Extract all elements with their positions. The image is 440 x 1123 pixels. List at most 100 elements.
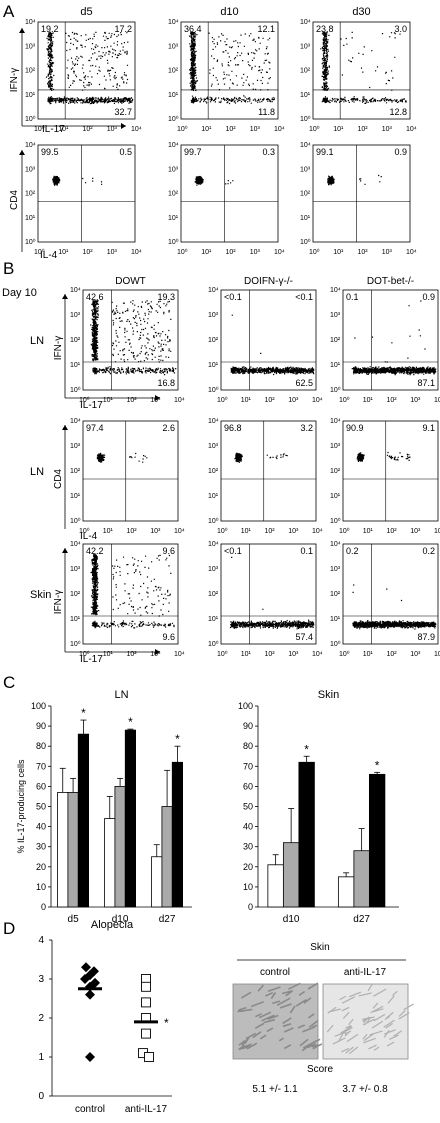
x-tick-label: 10¹ — [103, 528, 114, 535]
arrow-head — [19, 28, 25, 33]
x-tick-label: 10⁰ — [79, 650, 90, 658]
category-label: d5 — [68, 914, 80, 925]
flow-plot — [312, 144, 411, 243]
x-tick-label: 10¹ — [103, 397, 114, 404]
plot-frame — [220, 543, 317, 645]
x-tick-label: 10⁴ — [312, 651, 323, 658]
chart-title: LN — [114, 689, 128, 701]
score-label: Score — [307, 1064, 334, 1075]
quadrant-label: <0.1 — [224, 546, 242, 556]
quadrant-label: <0.1 — [224, 292, 242, 302]
y-tick-label: 10¹ — [330, 616, 341, 623]
data-point — [141, 981, 151, 992]
y-tick-label: 10² — [25, 68, 36, 75]
y-tick-label: 100 — [238, 701, 253, 711]
y-tick-label: 20 — [243, 862, 253, 872]
hair-texture — [237, 982, 323, 1052]
x-tick-label: 10² — [387, 397, 398, 404]
y-tick-label: 10¹ — [70, 616, 81, 623]
bar — [57, 792, 69, 908]
plot-frame — [342, 289, 439, 391]
x-tick-label: 10² — [265, 397, 276, 404]
y-axis-label: % IL-17-producing cells — [16, 759, 26, 854]
y-tick-label: 10⁰ — [208, 640, 219, 648]
category-label: anti-IL-17 — [125, 1104, 168, 1115]
y-tick-label: 10⁰ — [70, 640, 81, 648]
quadrant-label: 87.9 — [417, 632, 435, 642]
quadrant-label: 3.0 — [394, 24, 407, 34]
x-tick-label: 10³ — [382, 249, 393, 256]
scatter-chart — [49, 939, 172, 1097]
x-tick-label: 10⁴ — [312, 397, 323, 404]
y-tick-label: 10 — [243, 882, 253, 892]
plot-frame — [82, 420, 179, 522]
quadrant-label: 99.7 — [184, 147, 202, 157]
significance-star: * — [81, 706, 86, 720]
bar — [77, 733, 90, 908]
quadrant-label: 19.3 — [157, 292, 175, 302]
y-tick-label: 90 — [243, 721, 253, 731]
x-tick-label: 10⁴ — [274, 249, 285, 256]
flow-events — [189, 31, 275, 105]
x-tick-label: 10¹ — [58, 249, 69, 256]
y-tick-label: 60 — [36, 781, 46, 791]
y-tick-label: 10⁰ — [25, 115, 36, 123]
y-tick-label: 10² — [70, 337, 81, 344]
skin-photo — [322, 983, 414, 1060]
y-tick-label: 10³ — [330, 566, 341, 573]
skin-photo — [232, 982, 323, 1060]
x-tick-label: 10³ — [250, 126, 261, 133]
significance-star: * — [304, 742, 309, 756]
x-tick-label: 10⁴ — [131, 126, 142, 133]
quadrant-label: 12.1 — [257, 24, 275, 34]
quadrant-label: 0.1 — [346, 292, 359, 302]
flow-events — [90, 300, 177, 376]
x-tick-label: 10² — [127, 651, 138, 658]
y-tick-label: 10⁰ — [300, 238, 311, 246]
quadrant-label: <0.1 — [295, 292, 313, 302]
x-tick-label: 10⁰ — [339, 650, 350, 658]
significance-star: * — [375, 758, 380, 772]
arrow-head — [121, 123, 126, 129]
x-tick-label: 10¹ — [363, 528, 374, 535]
y-tick-label: 1 — [38, 1052, 44, 1063]
flow-events — [320, 31, 407, 104]
y-tick-label: 10⁰ — [330, 386, 341, 394]
plot-frame — [180, 21, 279, 120]
x-tick-label: 10² — [265, 528, 276, 535]
quadrant-label: 3.2 — [300, 423, 313, 433]
y-tick-label: 10⁰ — [330, 640, 341, 648]
quadrant-label: 16.8 — [157, 378, 175, 388]
x-tick-label: 10² — [265, 651, 276, 658]
quadrant-label: 19.2 — [41, 24, 59, 34]
y-tick-label: 10² — [208, 337, 219, 344]
x-tick-label: 10³ — [410, 528, 421, 535]
y-axis-label: CD4 — [9, 190, 20, 210]
y-tick-label: 10⁴ — [300, 142, 311, 149]
column-label: d10 — [220, 6, 238, 18]
y-tick-label: 10³ — [208, 566, 219, 573]
x-tick-label: 10² — [387, 528, 398, 535]
bar — [368, 773, 386, 908]
significance-star: * — [164, 1016, 169, 1030]
y-tick-label: 10⁴ — [70, 541, 81, 548]
bar — [267, 864, 284, 908]
y-tick-label: 10⁴ — [70, 418, 81, 425]
x-tick-label: 10⁰ — [34, 248, 45, 256]
x-tick-label: 10³ — [288, 397, 299, 404]
flow-plot — [312, 21, 411, 120]
y-tick-label: 10² — [300, 68, 311, 75]
y-axis-label: IFN-γ — [9, 68, 20, 92]
x-tick-label: 10⁴ — [406, 249, 417, 256]
y-tick-label: 10⁰ — [300, 115, 311, 123]
x-tick-label: 10³ — [107, 249, 118, 256]
x-tick-label: 10² — [387, 651, 398, 658]
data-point — [141, 997, 151, 1008]
flow-events — [351, 300, 437, 376]
y-tick-label: 80 — [36, 741, 46, 751]
x-tick-label: 10⁰ — [217, 650, 228, 658]
flow-plot — [82, 289, 179, 391]
x-tick-label: 10³ — [150, 528, 161, 535]
